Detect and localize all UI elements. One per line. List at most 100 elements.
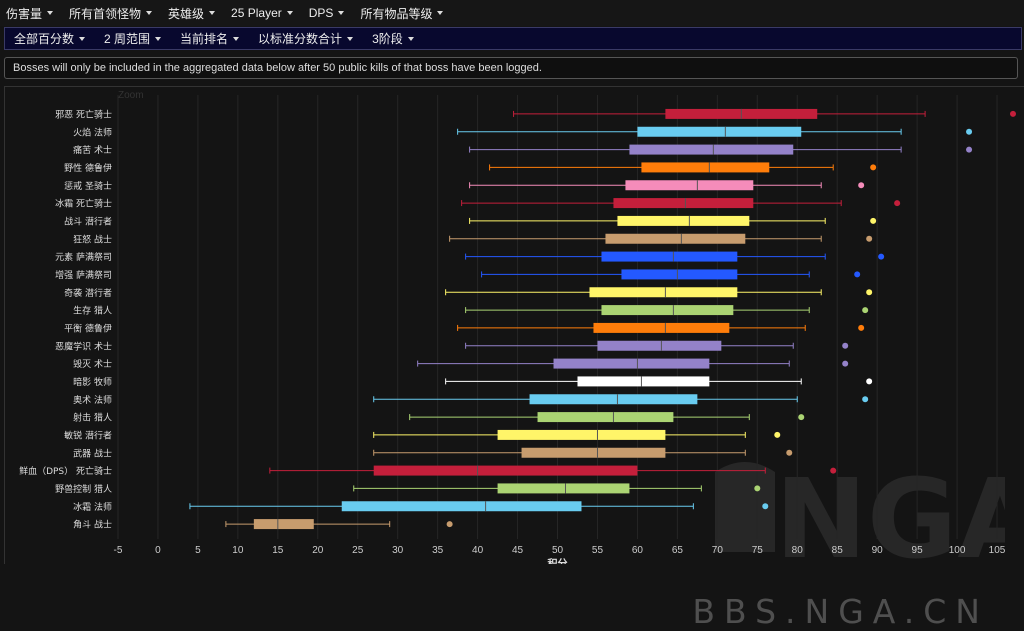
x-tick-label: 90 [872,545,884,556]
menu-ranking-label: 当前排名 [180,32,229,46]
category-label: 暗影 牧师 [73,376,112,388]
outlier-point [858,182,865,189]
outlier-point [878,253,885,260]
x-tick-label: 50 [552,545,564,556]
category-label: 野性 德鲁伊 [64,162,112,174]
sub-menu-bar: 全部百分数 2 周范围 当前排名 以标准分数合计 3阶段 [4,27,1022,50]
x-tick-label: 15 [272,545,284,556]
box [641,162,770,173]
menu-phase[interactable]: 3阶段 [372,30,414,47]
nga-logo-watermark: NGA [715,455,1005,582]
box [589,287,738,298]
box [613,198,754,209]
box [629,144,794,155]
caret-down-icon [338,11,345,15]
box [593,322,730,333]
box [497,429,666,440]
outlier-point [774,431,781,438]
x-tick-label: 40 [472,545,484,556]
menu-range[interactable]: 2 周范围 [104,30,162,47]
category-label: 奇袭 潜行者 [64,287,112,299]
box [625,180,754,191]
x-tick-label: 55 [592,545,604,556]
box [521,447,666,458]
category-label: 恶魔学识 术士 [55,340,112,352]
x-tick-label: 25 [352,545,364,556]
box [637,126,802,137]
menu-bosses[interactable]: 所有首领怪物 [69,5,153,22]
category-label: 战斗 潜行者 [64,215,112,227]
outlier-point [762,503,769,510]
logo-text: NGA [775,455,1005,582]
x-tick-label: -5 [114,545,123,556]
menu-item-level[interactable]: 所有物品等级 [360,5,444,22]
caret-down-icon [47,11,54,15]
chart-panel: NGA Zoom -5 0 5 10 15 20 25 30 35 40 45 50 55 60 65 70 7… [4,86,1024,631]
menu-difficulty-label: 英雄级 [168,6,205,21]
category-label: 生存 猎人 [73,305,112,317]
menu-role-label: DPS [308,6,334,20]
x-tick-label: 45 [512,545,524,556]
x-tick-label: 100 [949,545,966,556]
outlier-point [870,164,877,171]
box [341,501,582,512]
outlier-point [446,521,453,528]
box [497,483,630,494]
category-label: 元素 萨满祭司 [55,251,112,263]
outlier-point [842,360,849,367]
caret-down-icon [233,36,240,41]
x-tick-label: 35 [432,545,444,556]
category-label: 敏锐 潜行者 [64,429,112,441]
outlier-point [1010,110,1017,117]
menu-percentile[interactable]: 全部百分数 [14,30,86,47]
category-label: 狂怒 战士 [73,233,112,245]
category-label: 野兽控制 猎人 [55,483,112,495]
outlier-point [830,467,837,474]
menu-role[interactable]: DPS [309,6,345,20]
category-label: 冰霜 死亡骑士 [55,198,112,210]
category-label: 武器 战士 [73,447,112,459]
x-tick-label: 65 [672,545,684,556]
category-label: 冰霜 法师 [73,501,112,513]
category-label: 鲜血（DPS） 死亡骑士 [19,465,112,477]
box [621,269,738,280]
outlier-point [862,307,869,314]
category-label: 毁灭 术士 [73,358,112,370]
box [597,340,722,351]
zoom-label[interactable]: Zoom [118,90,144,101]
outlier-point [866,378,873,385]
x-tick-label: 105 [989,545,1006,556]
box [253,519,314,530]
box [537,412,674,423]
outlier-point [966,146,973,153]
watermark-text: BBS.NGA.CN [692,592,989,631]
caret-down-icon [209,11,216,15]
x-tick-label: 85 [832,545,844,556]
menu-ranking[interactable]: 当前排名 [180,30,240,47]
caret-down-icon [79,36,86,41]
menu-aggregate-label: 以标准分数合计 [258,32,343,46]
menu-range-label: 2 周范围 [104,32,151,46]
category-label: 惩戒 圣骑士 [64,180,112,192]
top-menu-bar: 伤害量 所有首领怪物 英雄级 25 Player DPS 所有物品等级 [0,0,1024,26]
category-label: 射击 猎人 [73,412,112,424]
category-label: 奥术 法师 [73,394,112,406]
x-tick-label: 95 [912,545,924,556]
x-tick-label: 20 [312,545,324,556]
menu-metric[interactable]: 伤害量 [6,5,54,22]
menu-aggregate[interactable]: 以标准分数合计 [258,30,354,47]
x-tick-label: 80 [792,545,804,556]
boxplot-chart: -5 0 5 10 15 20 25 30 35 40 45 50 55 60 65 70 75 80 85 90 95… [19,95,1017,564]
category-label: 邪恶 死亡骑士 [55,108,112,120]
menu-difficulty[interactable]: 英雄级 [168,5,216,22]
notice-banner: Bosses will only be included in the aggr… [4,57,1018,79]
menu-item-level-label: 所有物品等级 [360,6,433,21]
outlier-point [786,449,793,456]
box [601,251,738,262]
box [373,465,638,476]
outlier-point [870,217,877,224]
menu-raid-size[interactable]: 25 Player [231,6,293,20]
box [605,233,746,244]
category-label: 火焰 法师 [73,126,112,138]
category-label: 平衡 德鲁伊 [64,322,112,334]
